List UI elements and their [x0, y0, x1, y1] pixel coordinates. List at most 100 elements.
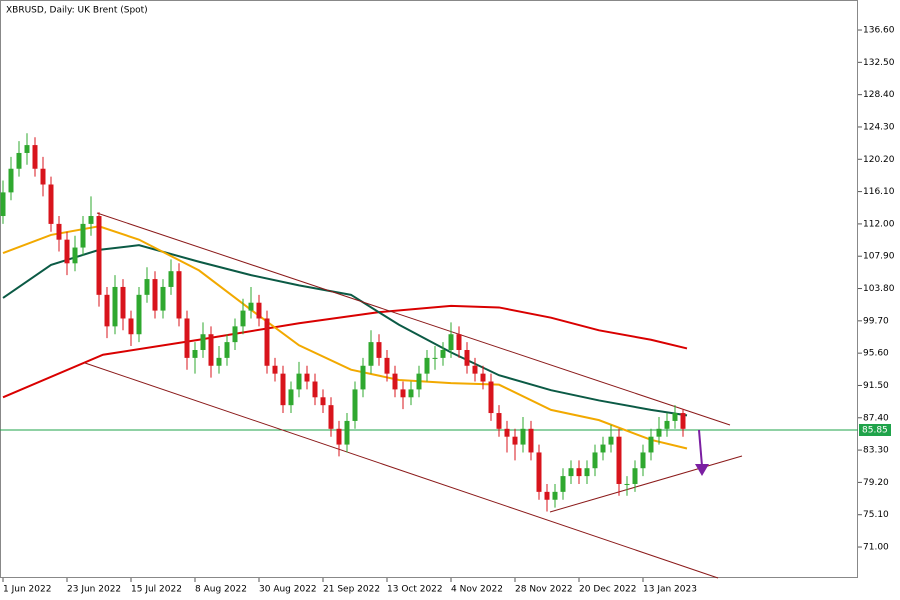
- y-tick-label: 103.80: [863, 284, 895, 294]
- candle-body: [624, 483, 630, 485]
- candle-body: [328, 405, 334, 429]
- candle-body: [64, 239, 70, 264]
- candle-body: [240, 310, 246, 327]
- x-tick-label: 20 Dec 2022: [579, 585, 637, 595]
- candle-body: [224, 342, 230, 358]
- candle-body: [304, 373, 310, 382]
- y-tick-label: 120.20: [863, 155, 895, 165]
- x-tick-label: 13 Oct 2022: [387, 585, 443, 595]
- y-tick-label: 132.50: [863, 58, 895, 68]
- candle-body: [448, 334, 454, 350]
- y-tick-label: 116.10: [863, 187, 895, 197]
- candle-body: [216, 357, 222, 366]
- candle-body: [528, 428, 534, 453]
- candle-body: [400, 389, 406, 398]
- candle-body: [456, 334, 462, 350]
- candle-body: [600, 444, 606, 453]
- candle-body: [472, 365, 478, 374]
- candle-body: [680, 413, 686, 429]
- candle-body: [152, 279, 158, 311]
- candle-body: [160, 286, 166, 311]
- candle-body: [56, 223, 62, 240]
- x-tick-label: 30 Aug 2022: [259, 585, 317, 595]
- candle-body: [584, 468, 590, 477]
- candle-body: [552, 491, 558, 500]
- candle-body: [568, 468, 574, 477]
- candle-body: [344, 420, 350, 445]
- candle-body: [72, 247, 78, 264]
- candle-body: [432, 357, 438, 359]
- y-tick-label: 136.60: [863, 26, 895, 36]
- candle-body: [480, 373, 486, 382]
- candle-body: [40, 168, 46, 185]
- candle-body: [656, 428, 662, 437]
- candle-body: [384, 357, 390, 374]
- trend-lines: [84, 212, 743, 579]
- channel-upper: [96, 212, 731, 426]
- current-price-box: [859, 423, 891, 436]
- candle-body: [232, 326, 238, 343]
- candle-body: [104, 294, 110, 327]
- candle-body: [464, 349, 470, 366]
- candle-body: [440, 349, 446, 358]
- moving-average: [2, 225, 688, 450]
- candle-body: [560, 476, 566, 492]
- x-tick-label: 21 Sep 2022: [323, 585, 380, 595]
- candle-body: [640, 452, 646, 469]
- y-tick-label: 91.50: [863, 381, 889, 391]
- forecast-arrow: [695, 429, 709, 476]
- x-tick-label: 1 Jun 2022: [3, 585, 51, 595]
- moving-average: [2, 304, 688, 399]
- x-tick-label: 15 Jul 2022: [131, 585, 182, 595]
- y-tick-label: 87.40: [863, 413, 889, 423]
- candle-body: [504, 428, 510, 437]
- support-line: [549, 455, 743, 513]
- candle-body: [368, 342, 374, 366]
- candle-body: [664, 420, 670, 429]
- candle-body: [408, 389, 414, 398]
- candle-body: [248, 302, 254, 311]
- candle-body: [208, 334, 214, 366]
- y-tick-label: 75.10: [863, 510, 889, 520]
- candle-body: [632, 468, 638, 484]
- chart-title: XBRUSD, Daily: UK Brent (Spot): [6, 6, 148, 16]
- candle-body: [544, 491, 550, 500]
- candle-body: [288, 389, 294, 406]
- y-tick-label: 112.00: [863, 219, 895, 229]
- candle-body: [32, 145, 38, 169]
- moving-average: [2, 244, 688, 417]
- candle-body: [536, 452, 542, 492]
- x-tick-label: 23 Jun 2022: [67, 585, 121, 595]
- y-tick-label: 71.00: [863, 543, 889, 553]
- candle-body: [488, 381, 494, 414]
- candle-body: [168, 271, 174, 287]
- candle-body: [648, 436, 654, 453]
- candle-body: [320, 397, 326, 406]
- candle-body: [200, 334, 206, 350]
- plot-frame: [0, 0, 858, 578]
- arrow-shaft: [698, 429, 703, 467]
- y-tick-label: 79.20: [863, 478, 889, 488]
- y-tick-label: 99.70: [863, 316, 889, 326]
- candle-body: [24, 145, 30, 153]
- y-tick-label: 95.60: [863, 349, 889, 359]
- candle-body: [360, 365, 366, 390]
- current-price-label: 85.85: [862, 425, 888, 435]
- candle-body: [496, 413, 502, 429]
- candle-body: [80, 223, 86, 248]
- candle-body: [88, 216, 94, 224]
- candle-body: [136, 294, 142, 335]
- candle-body: [16, 152, 22, 169]
- candle-body: [176, 271, 182, 319]
- candle-body: [608, 436, 614, 445]
- candle-body: [672, 413, 678, 421]
- candle-body: [336, 428, 342, 445]
- candle-body: [264, 318, 270, 366]
- candle-body: [280, 373, 286, 406]
- candle-body: [616, 436, 622, 484]
- x-tick-label: 13 Jan 2023: [643, 585, 697, 595]
- candle-body: [416, 373, 422, 390]
- y-tick-label: 83.30: [863, 446, 889, 456]
- candle-body: [392, 373, 398, 390]
- candle-body: [0, 192, 6, 217]
